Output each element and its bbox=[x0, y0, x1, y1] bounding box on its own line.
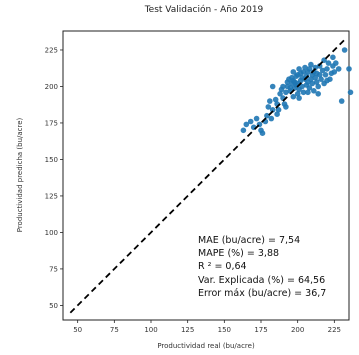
data-point bbox=[300, 89, 307, 96]
x-tick-label: 200 bbox=[291, 326, 304, 334]
data-point bbox=[322, 72, 329, 78]
metric-var-explicada: Var. Explicada (%) = 64,56 bbox=[198, 275, 325, 286]
data-point bbox=[264, 112, 270, 119]
x-axis-label: Productividad real (bu/acre) bbox=[157, 342, 255, 350]
x-tick-label: 50 bbox=[73, 326, 82, 334]
x-tick-label: 150 bbox=[218, 326, 231, 334]
data-point bbox=[333, 60, 339, 66]
x-tick-label: 125 bbox=[181, 326, 194, 334]
y-tick-label: 150 bbox=[45, 156, 58, 164]
x-axis-ticks: 50 75 100 125 150 175 200 225 bbox=[73, 320, 341, 334]
data-point bbox=[346, 66, 352, 72]
data-point bbox=[243, 121, 250, 128]
data-point bbox=[316, 63, 323, 69]
data-point bbox=[303, 73, 310, 79]
data-point bbox=[302, 64, 308, 71]
data-point bbox=[283, 89, 289, 96]
data-point bbox=[308, 76, 314, 82]
data-point bbox=[277, 91, 283, 97]
data-point bbox=[272, 96, 279, 103]
data-point bbox=[319, 67, 326, 74]
data-point bbox=[306, 85, 313, 91]
data-point bbox=[299, 83, 305, 90]
data-point bbox=[296, 66, 302, 72]
y-tick-label: 75 bbox=[49, 265, 58, 273]
data-point bbox=[324, 66, 330, 72]
data-point bbox=[305, 89, 311, 96]
data-points bbox=[240, 47, 354, 136]
data-point bbox=[338, 98, 345, 104]
y-tick-label: 50 bbox=[49, 302, 58, 310]
x-tick-label: 175 bbox=[254, 326, 267, 334]
data-point bbox=[335, 66, 342, 72]
y-tick-label: 225 bbox=[45, 46, 58, 54]
data-point bbox=[318, 76, 324, 82]
x-tick-label: 225 bbox=[328, 326, 341, 334]
metric-mae: MAE (bu/acre) = 7,54 bbox=[198, 235, 300, 246]
data-point bbox=[269, 107, 276, 113]
y-tick-label: 200 bbox=[45, 83, 58, 91]
data-point bbox=[269, 83, 276, 90]
data-point bbox=[324, 77, 330, 84]
data-point bbox=[306, 66, 313, 72]
y-axis-ticks: 50 75 100 125 150 175 200 225 bbox=[45, 46, 63, 310]
data-point bbox=[330, 54, 336, 61]
data-point bbox=[296, 95, 302, 101]
plot-area-frame bbox=[62, 30, 350, 321]
data-point bbox=[325, 60, 332, 66]
data-point bbox=[321, 57, 327, 63]
x-tick-label: 100 bbox=[144, 326, 157, 334]
data-point bbox=[259, 130, 266, 136]
y-tick-label: 125 bbox=[45, 192, 58, 200]
data-point bbox=[240, 127, 247, 134]
y-axis-label: Productividad predicha (bu/acre) bbox=[16, 117, 24, 232]
chart-title: Test Validación - Año 2019 bbox=[144, 4, 264, 15]
data-point bbox=[300, 69, 307, 75]
y-tick-label: 100 bbox=[45, 229, 58, 237]
data-point bbox=[294, 91, 301, 97]
data-point bbox=[315, 91, 322, 97]
data-point bbox=[347, 89, 354, 96]
data-point bbox=[308, 61, 314, 68]
data-point bbox=[274, 111, 280, 117]
data-point bbox=[267, 98, 273, 104]
data-point bbox=[275, 107, 282, 113]
data-point bbox=[309, 80, 316, 87]
metrics-annotation: MAE (bu/acre) = 7,54 MAPE (%) = 3,88 R ²… bbox=[198, 235, 326, 299]
data-point bbox=[290, 69, 297, 75]
metric-r2: R ² = 0,64 bbox=[198, 261, 247, 272]
data-point bbox=[265, 104, 272, 110]
data-point bbox=[312, 64, 319, 71]
data-point bbox=[290, 93, 297, 100]
metric-mape: MAPE (%) = 3,88 bbox=[198, 248, 279, 259]
identity-reference-line bbox=[69, 39, 346, 314]
metric-error-max: Error máx (bu/acre) = 36,7 bbox=[198, 288, 326, 299]
data-point bbox=[253, 115, 260, 122]
data-point bbox=[313, 79, 320, 85]
data-point bbox=[283, 104, 289, 110]
data-point bbox=[311, 88, 317, 94]
data-point bbox=[280, 83, 286, 90]
x-tick-label: 75 bbox=[110, 326, 119, 334]
data-point bbox=[331, 69, 338, 75]
data-point bbox=[312, 74, 319, 81]
data-point bbox=[341, 47, 348, 53]
y-tick-label: 175 bbox=[45, 119, 58, 127]
data-point bbox=[247, 118, 254, 125]
data-point bbox=[268, 115, 275, 122]
data-point bbox=[316, 72, 323, 78]
data-point bbox=[315, 83, 322, 90]
